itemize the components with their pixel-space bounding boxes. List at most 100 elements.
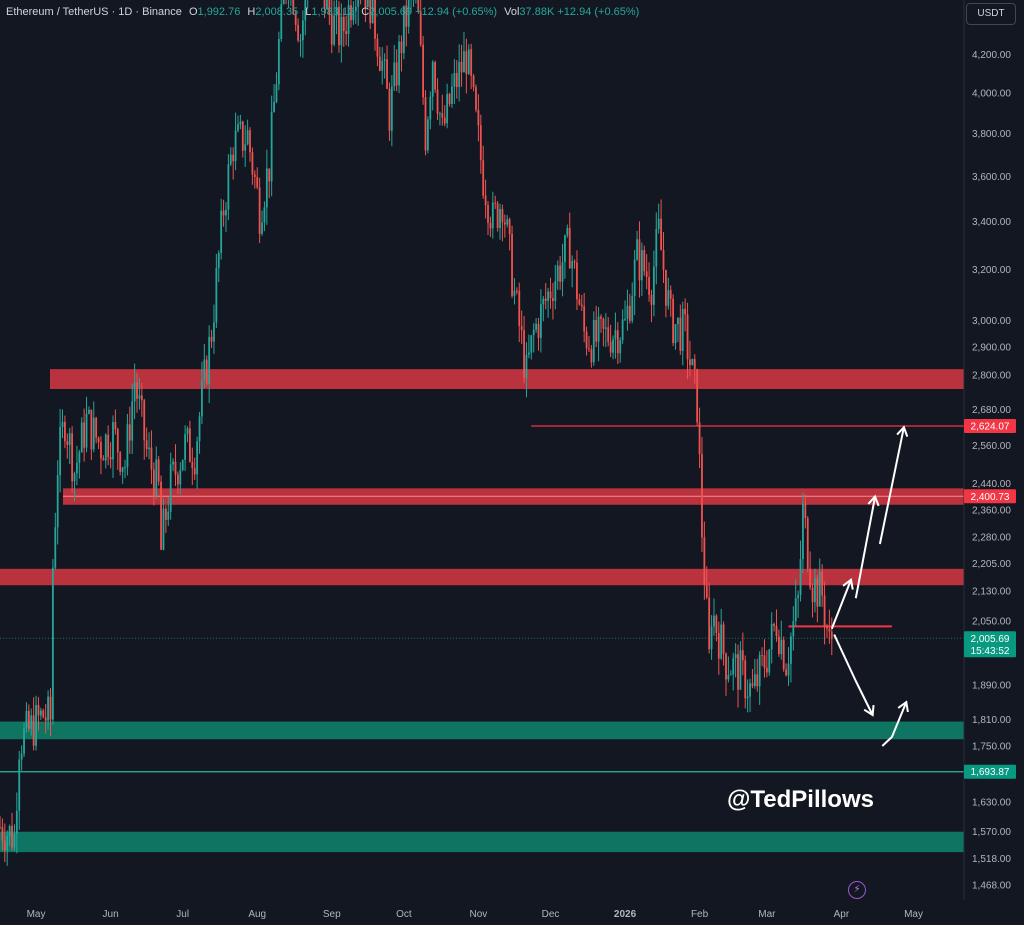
candle-body: [547, 291, 550, 301]
candle-body: [198, 416, 201, 442]
y-tick-label: 2,130.00: [972, 586, 1011, 597]
candle-body: [499, 209, 501, 228]
y-tick-label: 1,750.00: [972, 741, 1011, 752]
lightning-icon[interactable]: ⚡: [848, 881, 866, 899]
scenario-down-arrow: [881, 701, 908, 747]
candle-body: [737, 654, 739, 690]
currency-button[interactable]: USDT: [966, 3, 1016, 25]
candle-body: [773, 623, 775, 626]
candle-body: [237, 124, 239, 131]
candle-body: [756, 674, 759, 687]
candle-body: [616, 330, 619, 354]
change-value: +12.94 (+0.65%): [415, 6, 498, 18]
candle-body: [624, 318, 626, 320]
candle-body: [479, 125, 482, 161]
candle-body: [751, 683, 754, 687]
candle-body: [220, 210, 223, 253]
candle-body: [23, 728, 25, 754]
candle-body: [297, 24, 299, 41]
y-tick-label: 1,570.00: [972, 827, 1011, 838]
candle-body: [304, 0, 307, 21]
candle-body: [710, 626, 713, 650]
candle-body: [823, 595, 826, 626]
candle-body: [191, 461, 194, 469]
candle-body: [535, 323, 537, 330]
candle-body: [513, 290, 516, 296]
candle-body: [405, 5, 408, 27]
candle-body: [71, 433, 74, 482]
candle-body: [350, 5, 352, 21]
candle-body: [799, 559, 802, 595]
candle-body: [552, 298, 554, 301]
candle-body: [604, 327, 607, 329]
candle-body: [32, 715, 35, 746]
symbol-title[interactable]: Ethereum / TetherUS · 1D · Binance: [6, 6, 182, 18]
y-tick-label: 2,205.00: [972, 559, 1011, 570]
candle-body: [73, 473, 76, 482]
candle-body: [13, 833, 16, 848]
high-value: 2,008.35: [255, 6, 299, 18]
candle-body: [592, 320, 595, 363]
candle-body: [811, 587, 814, 603]
candle-body: [152, 469, 155, 497]
x-tick-label: Mar: [758, 909, 776, 920]
candle-body: [588, 348, 590, 350]
candle-body: [669, 290, 672, 299]
scenario-up-arrow: [878, 426, 905, 545]
candle-body: [583, 306, 586, 332]
candle-body: [241, 121, 244, 151]
candle-body: [107, 434, 110, 457]
candle-body: [124, 467, 126, 469]
candle-body: [164, 508, 167, 520]
candle-body: [636, 239, 638, 260]
candle-body: [56, 475, 59, 528]
candle-body: [578, 299, 581, 305]
candle-body: [741, 650, 744, 661]
candle-body: [631, 295, 634, 321]
scenario-layer: [830, 425, 909, 747]
candle-body: [434, 62, 437, 90]
candle-body: [215, 267, 218, 323]
candle-body: [780, 639, 783, 654]
scenario-up-arrow: [830, 579, 852, 630]
current-price-tag: 2,005.69: [971, 634, 1010, 645]
candle-body: [809, 568, 812, 588]
candle-body: [614, 330, 617, 340]
candle-body: [660, 218, 662, 251]
candle-body: [51, 567, 54, 720]
candle-body: [376, 38, 379, 57]
candle-body: [148, 447, 150, 450]
level-tag-bg: [964, 764, 1016, 779]
time-axis[interactable]: May Jun Jul Aug Sep Oct Nov Dec 2026 Feb Mar Apr May: [27, 909, 923, 920]
volume-change-value: +12.94 (+0.65%): [557, 6, 640, 18]
candle-body: [652, 266, 655, 305]
candle-body: [566, 228, 569, 236]
candle-body: [49, 696, 52, 720]
candle-body: [246, 130, 249, 145]
candle-body: [648, 277, 650, 295]
candle-body: [203, 359, 206, 381]
scenario-down-arrow-head: [863, 704, 875, 717]
candle-body: [280, 4, 283, 39]
candle-body: [338, 6, 340, 46]
candle-body: [520, 326, 523, 331]
candle-body: [744, 660, 747, 699]
price-axis[interactable]: 4,400.004,200.004,000.003,800.003,600.00…: [972, 13, 1011, 891]
candle-body: [109, 456, 112, 460]
candle-body: [1, 827, 4, 841]
open-value: 1,992.76: [197, 6, 241, 18]
candle-body: [559, 265, 562, 282]
candle-body: [494, 202, 497, 204]
candle-body: [573, 261, 576, 263]
candle-body: [400, 41, 403, 54]
candle-body: [597, 316, 600, 342]
candle-body: [794, 598, 797, 622]
x-tick-label: 2026: [614, 909, 637, 920]
candle-body: [554, 281, 557, 301]
candle-body: [477, 109, 480, 126]
candle-body: [18, 759, 21, 811]
candle-body: [749, 683, 751, 697]
candle-body: [667, 290, 670, 306]
candle-body: [366, 0, 369, 8]
